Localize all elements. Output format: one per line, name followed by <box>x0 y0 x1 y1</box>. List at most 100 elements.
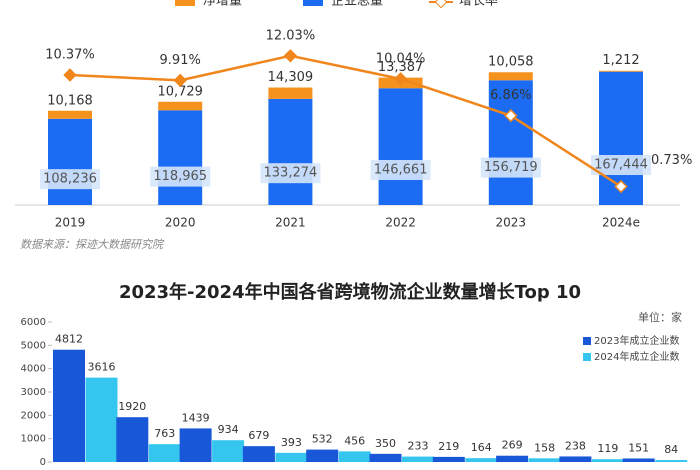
value-label: 158 <box>534 441 555 454</box>
x-tick-label: 2021 <box>275 216 306 230</box>
value-label: 151 <box>628 441 649 454</box>
legend-label: 增长率 <box>459 0 498 9</box>
value-label: 393 <box>281 436 302 449</box>
legend-label: 2023年成立企业数 <box>594 334 679 347</box>
line-marker <box>393 72 408 86</box>
y-tick-label: 2000 <box>21 410 46 421</box>
value-label: 679 <box>248 429 269 442</box>
line-marker <box>504 108 518 123</box>
y-tick-label: 3000 <box>21 387 46 398</box>
value-label: 10,058 <box>488 55 534 70</box>
value-label: 532 <box>312 433 333 446</box>
bar-segment <box>268 98 313 205</box>
value-label: 108,236 <box>43 172 97 187</box>
value-label: 118,965 <box>153 169 207 184</box>
value-label: 10.37% <box>45 48 95 63</box>
value-label: 763 <box>154 427 175 440</box>
value-label-bg <box>591 155 651 176</box>
growth-line <box>69 54 622 188</box>
line-marker <box>173 73 187 88</box>
value-label: 6.86% <box>490 88 531 103</box>
bar <box>369 453 402 462</box>
bar <box>275 452 308 462</box>
value-label: 1920 <box>118 400 146 413</box>
value-label: 3616 <box>88 361 116 374</box>
legend-marker <box>434 0 448 9</box>
x-tick-label: 2023 <box>496 216 527 230</box>
value-label: 10.04% <box>376 51 426 66</box>
bar-segment <box>268 87 313 99</box>
value-label: 9.91% <box>160 53 201 68</box>
bar <box>591 459 624 462</box>
legend-swatch <box>583 353 591 361</box>
value-label: 84 <box>664 443 678 456</box>
bar <box>655 460 688 462</box>
value-label: 1,212 <box>602 53 639 68</box>
bar <box>432 456 465 462</box>
bar <box>338 451 371 462</box>
legend-swatch <box>175 0 195 6</box>
bar <box>528 458 561 462</box>
y-tick-label: 1000 <box>21 434 46 445</box>
value-label-bg <box>150 166 211 187</box>
bar-segment <box>488 80 533 205</box>
value-label: 4812 <box>55 333 83 346</box>
chart-title: 2023年-2024年中国各省跨境物流企业数量增长Top 10 <box>119 281 581 303</box>
value-label: 146,661 <box>374 162 428 177</box>
value-label: 456 <box>344 434 365 447</box>
legend-label: 2024年成立企业数 <box>594 350 679 363</box>
value-label: 13,387 <box>378 60 424 75</box>
bar <box>559 456 592 462</box>
value-label: 1439 <box>182 411 210 424</box>
unit-label: 单位：家 <box>638 310 682 324</box>
value-label: 164 <box>471 441 492 454</box>
bar-segment <box>48 110 92 119</box>
value-label: 0.73% <box>651 153 692 168</box>
legend-label: 净增量 <box>203 0 242 9</box>
value-label: 10,729 <box>157 84 203 99</box>
x-tick-label: 2024e <box>602 216 640 230</box>
bar <box>148 444 181 462</box>
value-label: 219 <box>438 440 459 453</box>
legend-swatch <box>303 0 323 6</box>
bar <box>465 458 498 462</box>
value-label-bg <box>260 163 321 184</box>
bar-segment <box>599 70 643 72</box>
y-tick-label: 5000 <box>21 340 46 351</box>
y-tick-label: 4000 <box>21 364 46 375</box>
bar <box>306 449 339 462</box>
x-tick-label: 2020 <box>165 216 196 230</box>
bar <box>212 440 245 462</box>
line-marker <box>63 68 77 82</box>
value-label: 269 <box>502 439 523 452</box>
value-label: 167,444 <box>594 158 648 173</box>
value-label: 14,309 <box>268 70 314 85</box>
bar <box>496 455 529 462</box>
bar-segment <box>378 88 423 205</box>
legend-label: 企业总量 <box>331 0 383 9</box>
value-label: 12.03% <box>266 28 316 43</box>
value-label-bg <box>370 159 431 180</box>
value-label-bg <box>40 169 100 190</box>
bar-segment <box>158 110 203 205</box>
y-tick-label: 6000 <box>21 317 46 328</box>
value-label: 238 <box>565 439 586 452</box>
source-note: 数据来源：探迹大数据研究院 <box>20 238 165 251</box>
value-label: 119 <box>597 442 618 455</box>
x-tick-label: 2019 <box>55 216 86 230</box>
value-label: 934 <box>218 423 239 436</box>
bar <box>116 417 149 462</box>
value-label: 156,719 <box>484 160 538 175</box>
bar <box>402 456 434 462</box>
value-label-bg <box>480 157 541 178</box>
bar-segment <box>158 101 203 111</box>
legend-swatch <box>583 337 591 345</box>
bar <box>242 446 275 462</box>
line-marker <box>283 49 298 63</box>
bar <box>85 377 118 462</box>
bar <box>179 428 212 462</box>
line-marker <box>614 179 628 194</box>
y-tick-label: 0 <box>40 457 46 468</box>
bar-segment <box>488 72 533 81</box>
